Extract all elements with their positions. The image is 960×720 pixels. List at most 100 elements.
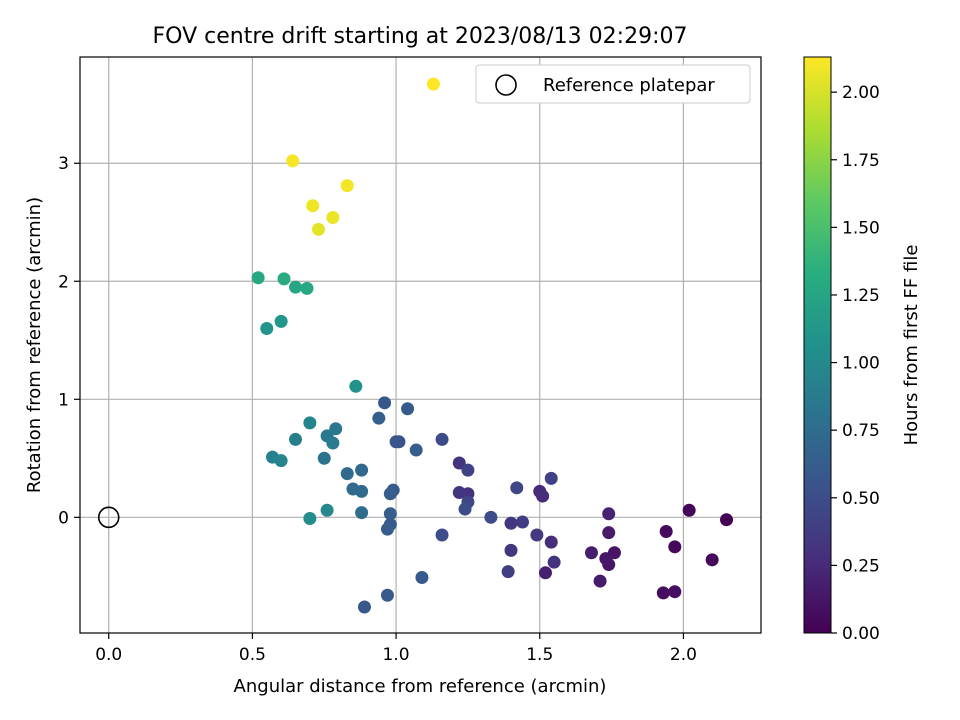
plot-area: 0.0 0.5 1.0 1.5 2.0 0 1 2 3 <box>58 56 762 665</box>
data-point <box>326 211 340 225</box>
data-point <box>300 281 314 295</box>
data-point <box>602 526 616 540</box>
data-points <box>251 77 734 614</box>
grid-lines <box>80 57 761 633</box>
data-point <box>659 524 673 538</box>
data-point <box>668 585 682 599</box>
y-tick-label: 0 <box>58 508 69 528</box>
data-point <box>251 271 265 285</box>
colorbar-tick-label: 1.00 <box>842 354 880 374</box>
colorbar-tick-label: 1.75 <box>842 151 880 171</box>
data-point <box>584 546 598 560</box>
y-tick-label: 1 <box>58 390 69 410</box>
data-point <box>602 507 616 521</box>
data-point <box>355 506 369 520</box>
data-point <box>720 513 734 527</box>
data-point <box>536 489 550 503</box>
x-tick-label: 1.0 <box>383 645 410 665</box>
data-point <box>484 510 498 524</box>
data-point <box>544 535 558 549</box>
y-axis-ticks: 0 1 2 3 <box>58 154 80 528</box>
data-point <box>504 543 518 557</box>
colorbar-label: Hours from first FF file <box>901 245 922 446</box>
data-point <box>380 588 394 602</box>
chart-title: FOV centre drift starting at 2023/08/13 … <box>153 24 688 49</box>
colorbar-gradient <box>803 56 832 634</box>
data-point <box>415 571 429 585</box>
data-point <box>409 443 423 457</box>
plot-background <box>80 57 761 633</box>
data-point <box>593 574 607 588</box>
data-point <box>656 586 670 600</box>
colorbar-tick-label: 0.75 <box>842 421 880 441</box>
data-point <box>286 154 300 168</box>
data-point <box>501 565 515 579</box>
x-tick-label: 0.5 <box>239 645 266 665</box>
data-point <box>320 503 334 517</box>
data-point <box>599 552 613 566</box>
data-point <box>435 432 449 446</box>
colorbar-tick-label: 0.00 <box>842 624 880 644</box>
data-point <box>289 432 303 446</box>
colorbar-tick-label: 0.25 <box>842 556 880 576</box>
colorbar-tick-label: 1.50 <box>842 218 880 238</box>
data-point <box>705 553 719 567</box>
legend-box <box>475 64 751 104</box>
data-point <box>329 422 343 436</box>
plot-frame <box>79 56 762 634</box>
y-axis-label: Rotation from reference (arcmin) <box>24 197 45 493</box>
data-point <box>458 502 472 516</box>
colorbar-ticks: 0.00 0.25 0.50 0.75 1.00 1.25 1.50 1.75 2.00 <box>831 83 880 644</box>
data-point <box>389 435 403 449</box>
data-point <box>461 463 475 477</box>
x-tick-label: 1.5 <box>526 645 553 665</box>
data-point <box>547 555 561 569</box>
data-point <box>303 512 317 526</box>
data-point <box>682 503 696 517</box>
data-point <box>289 280 303 294</box>
x-tick-label: 0.0 <box>95 645 122 665</box>
data-point <box>378 396 392 410</box>
colorbar-tick-label: 1.25 <box>842 286 880 306</box>
data-point <box>426 77 440 91</box>
data-point <box>277 272 291 286</box>
data-point <box>274 454 288 468</box>
data-point <box>340 467 354 481</box>
x-tick-label: 2.0 <box>670 645 697 665</box>
y-tick-label: 3 <box>58 154 69 174</box>
data-point <box>355 463 369 477</box>
reference-platepar-marker <box>97 506 120 529</box>
colorbar-tick-label: 2.00 <box>842 83 880 103</box>
data-point <box>349 379 363 393</box>
data-point <box>303 416 317 430</box>
x-axis-label: Angular distance from reference (arcmin) <box>234 676 607 697</box>
data-point <box>380 522 394 536</box>
data-point <box>326 436 340 450</box>
x-axis-ticks: 0.0 0.5 1.0 1.5 2.0 <box>95 633 697 665</box>
data-point <box>346 482 360 496</box>
data-point <box>383 507 397 521</box>
colorbar: 0.00 0.25 0.50 0.75 1.00 1.25 1.50 1.75 2.00 Hou… <box>803 56 922 644</box>
legend-marker-icon <box>495 74 517 96</box>
data-point <box>452 456 466 470</box>
data-point <box>401 402 415 416</box>
data-point <box>383 487 397 501</box>
legend: Reference platepar <box>475 64 751 104</box>
y-tick-label: 2 <box>58 272 69 292</box>
data-point <box>274 314 288 328</box>
data-point <box>435 528 449 542</box>
data-point <box>668 540 682 554</box>
data-point <box>306 199 320 213</box>
legend-entry-label: Reference platepar <box>543 75 715 96</box>
data-point <box>340 179 354 193</box>
data-point <box>317 451 331 465</box>
data-point <box>538 566 552 580</box>
data-point <box>510 481 524 495</box>
data-point <box>452 486 466 500</box>
data-point <box>504 516 518 530</box>
data-point <box>372 411 386 425</box>
data-point <box>311 222 325 236</box>
data-point <box>260 321 274 335</box>
data-point <box>357 600 371 614</box>
